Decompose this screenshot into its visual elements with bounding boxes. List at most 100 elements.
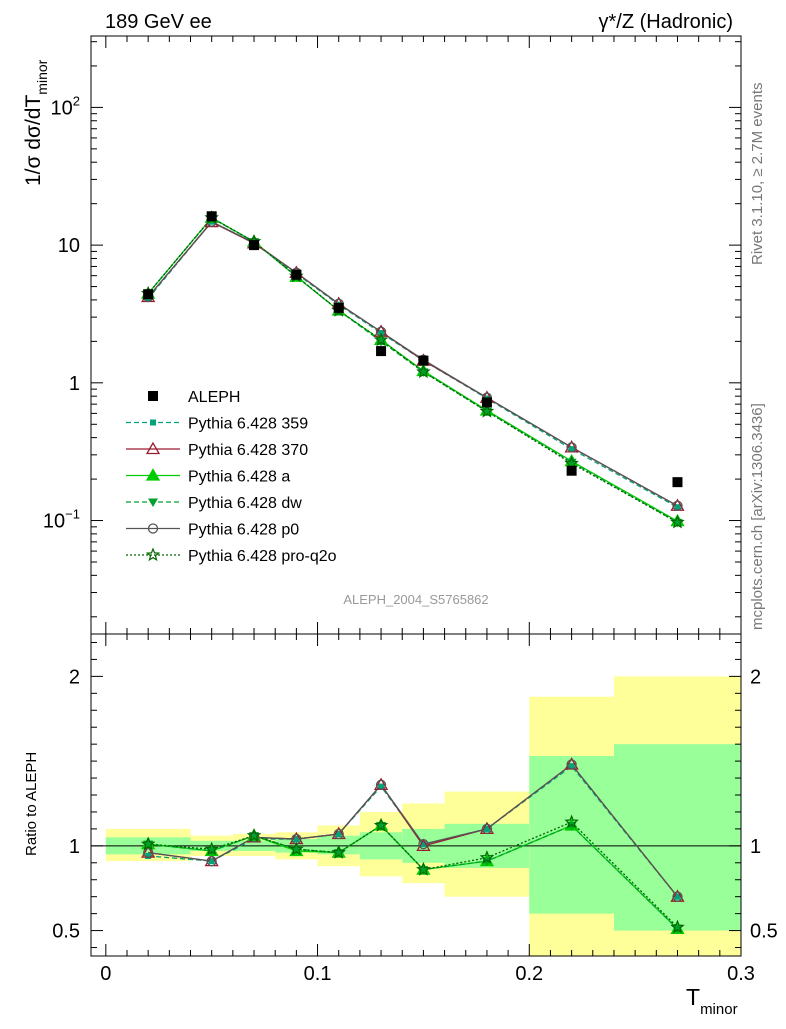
ratio-point-pythia-6-428-pro-q2o [564, 814, 579, 829]
legend-label-pythia-6-428-dw: Pythia 6.428 dw [188, 495, 302, 512]
ratio-point-pythia-6-428-359 [208, 858, 215, 865]
main-y-tick-label-base: 10 [58, 235, 80, 257]
x-axis-title: Tminor [686, 984, 738, 1018]
ratio-y-tick-labels: 0.5 0.5 1 1 2 2 [52, 666, 778, 942]
aleph-data-point [418, 355, 429, 366]
legend-label-aleph: ALEPH [188, 389, 240, 406]
main-point-pythia-6-428-p0 [672, 500, 683, 511]
ratio-point-pythia-6-428-dw [376, 822, 387, 831]
analysis-label: ALEPH_2004_S5765862 [343, 592, 488, 607]
ratio-point-pythia-6-428-pro-q2o [373, 817, 389, 832]
legend-label-pythia-6-428-359: Pythia 6.428 359 [188, 416, 308, 433]
ratio-point-pythia-6-428-359 [335, 830, 342, 837]
process-label: γ*/Z (Hadronic) [599, 11, 733, 33]
legend-label-pythia-6-428-370: Pythia 6.428 370 [188, 442, 308, 459]
main-point-pythia-6-428-359 [568, 446, 575, 453]
aleph-data-point [249, 240, 260, 251]
ratio-point-pythia-6-428-dw [143, 840, 154, 850]
ratio-point-pythia-6-428-pro-q2o [416, 861, 431, 876]
main-line-pythia-6-428-pro-q2o [147, 216, 678, 523]
ratio-point-pythia-6-428-p0 [206, 855, 217, 867]
aleph-data-point [566, 465, 577, 476]
ratio-point-pythia-6-428-359 [483, 825, 490, 832]
ratio-point-pythia-6-428-359 [378, 783, 385, 790]
legend-marker-pythia-6-428-a [145, 468, 161, 481]
ratio-axis-ticks [91, 634, 742, 956]
ratio-line-pythia-6-428-pro-q2o [148, 821, 678, 928]
x-tick-label: 0 [100, 963, 111, 985]
legend-item-pythia-6-428-pro-q2o: Pythia 6.428 pro-q2o [126, 547, 337, 565]
main-y-axis-title: 1/σ dσ/dTminor [22, 59, 50, 186]
ratio-point-pythia-6-428-p0 [333, 828, 344, 840]
main-y-tick-label: 10−1 [43, 507, 80, 533]
ratio-band-inner [613, 744, 741, 931]
ratio-x-tick-labels: 0 0.1 0.2 0.3 [100, 963, 755, 985]
ratio-y-tick-label-right: 0.5 [750, 921, 778, 943]
legend-marker-pythia-6-428-359 [150, 419, 156, 426]
legend-item-pythia-6-428-dw: Pythia 6.428 dw [126, 495, 302, 512]
ratio-point-pythia-6-428-p0 [672, 891, 683, 902]
main-panel-frame [90, 35, 742, 635]
legend-marker-aleph [148, 391, 158, 401]
legend-marker-pythia-6-428-pro-q2o [145, 547, 161, 562]
ratio-point-pythia-6-428-359 [145, 853, 152, 860]
ratio-y-tick-label-left: 2 [69, 666, 80, 688]
ratio-y-axis-title: Ratio to ALEPH [23, 752, 40, 856]
legend-item-pythia-6-428-p0: Pythia 6.428 p0 [126, 522, 299, 539]
ratio-line-pythia-6-428-p0 [148, 763, 678, 898]
x-tick-label: 0.1 [304, 963, 332, 985]
ratio-point-pythia-6-428-p0 [375, 779, 387, 790]
main-y-tick-label-base: 10 [51, 97, 73, 119]
legend-label-pythia-6-428-p0: Pythia 6.428 p0 [188, 522, 299, 539]
legend-label-pythia-6-428-pro-q2o: Pythia 6.428 pro-q2o [188, 548, 337, 565]
main-axis-ticks [91, 36, 742, 634]
ratio-point-pythia-6-428-p0 [418, 838, 429, 850]
legend-marker-pythia-6-428-dw [148, 498, 158, 507]
aleph-data-point [481, 397, 492, 408]
main-point-pythia-6-428-dw [418, 368, 429, 377]
aleph-data-point [672, 477, 683, 488]
ratio-point-pythia-6-428-pro-q2o [246, 828, 262, 842]
main-y-tick-label: 10 [58, 235, 80, 257]
legend-item-pythia-6-428-359: Pythia 6.428 359 [126, 416, 308, 433]
ratio-series-markers [140, 757, 685, 935]
ratio-point-pythia-6-428-370 [416, 838, 431, 851]
ratio-y-tick-label-right: 1 [750, 836, 761, 858]
ratio-point-pythia-6-428-359 [674, 893, 681, 900]
ratio-point-pythia-6-428-pro-q2o [289, 841, 304, 856]
main-y-tick-label-base: 10 [43, 511, 65, 533]
ratio-point-pythia-6-428-359 [568, 763, 575, 770]
main-point-pythia-6-428-pro-q2o [373, 332, 389, 347]
ratio-point-pythia-6-428-p0 [143, 847, 154, 858]
main-point-pythia-6-428-dw [481, 407, 492, 417]
main-y-axis-title-sub: minor [34, 59, 50, 94]
ratio-y-tick-label-left: 1 [69, 836, 80, 858]
ratio-point-pythia-6-428-pro-q2o [140, 836, 156, 851]
ratio-point-pythia-6-428-p0 [566, 759, 577, 770]
ratio-point-pythia-6-428-pro-q2o [204, 841, 219, 856]
x-axis-title-main: T [686, 984, 700, 1010]
mcplots-label: mcplots.cern.ch [arXiv:1306.3436] [749, 403, 766, 630]
ratio-y-tick-label-left: 0.5 [52, 921, 80, 943]
ratio-point-pythia-6-428-pro-q2o [331, 844, 346, 859]
rivet-label: Rivet 3.1.10, ≥ 2.7M events [749, 83, 766, 266]
ratio-point-pythia-6-428-p0 [481, 823, 493, 835]
legend-item-aleph: ALEPH [148, 389, 240, 406]
main-series-lines [147, 216, 678, 523]
ratio-point-pythia-6-428-p0 [248, 832, 260, 843]
main-point-pythia-6-428-pro-q2o [479, 403, 495, 418]
main-y-tick-label-exp: 2 [73, 93, 80, 108]
aleph-data-point [376, 346, 387, 357]
main-y-axis-title-main: 1/σ dσ/dT [22, 95, 45, 186]
ratio-point-pythia-6-428-pro-q2o [670, 919, 685, 934]
ratio-point-pythia-6-428-dw [249, 832, 260, 841]
ratio-uncertainty-bands [105, 676, 741, 956]
main-y-tick-label-exp: −1 [65, 507, 80, 522]
main-y-tick-label: 102 [51, 93, 80, 119]
main-point-pythia-6-428-p0 [375, 326, 387, 337]
legend: ALEPH Pythia 6.428 359 Pythia 6.428 370 Pyt… [126, 389, 337, 565]
ratio-band-inner [529, 756, 614, 914]
main-point-pythia-6-428-pro-q2o [416, 364, 431, 379]
main-point-pythia-6-428-359 [674, 504, 681, 511]
